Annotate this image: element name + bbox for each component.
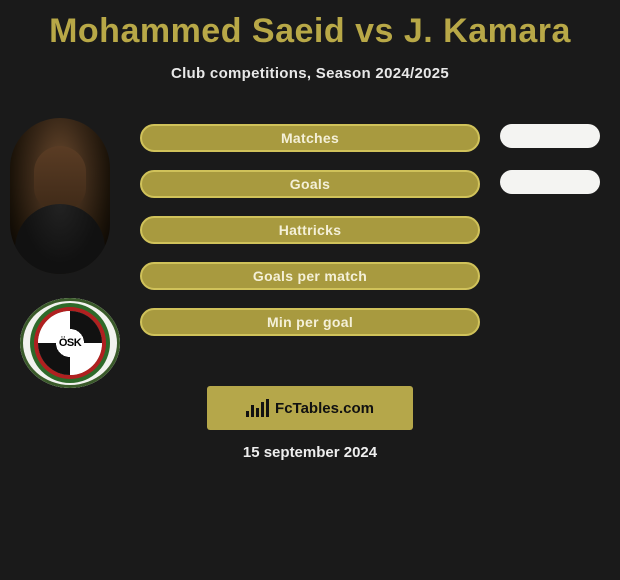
right-pill-column: [500, 124, 600, 216]
player-avatar: [10, 118, 110, 274]
stat-pill-column: Matches Goals Hattricks Goals per match …: [140, 124, 480, 354]
date-text: 15 september 2024: [243, 444, 377, 461]
avatar-head: [34, 146, 86, 210]
page-title: Mohammed Saeid vs J. Kamara: [0, 0, 620, 51]
club-badge-inner: [38, 311, 102, 375]
stat-pill-hattricks: Hattricks: [140, 216, 480, 244]
subtitle: Club competitions, Season 2024/2025: [0, 65, 620, 82]
right-pill: [500, 170, 600, 194]
right-pill: [500, 124, 600, 148]
club-badge: [20, 298, 120, 388]
stat-pill-matches: Matches: [140, 124, 480, 152]
fctables-logo: FcTables.com: [207, 386, 413, 430]
stat-pill-goals-per-match: Goals per match: [140, 262, 480, 290]
stat-pill-min-per-goal: Min per goal: [140, 308, 480, 336]
logo-bars-icon: [246, 399, 269, 417]
logo-text: FcTables.com: [275, 400, 374, 417]
stat-pill-goals: Goals: [140, 170, 480, 198]
